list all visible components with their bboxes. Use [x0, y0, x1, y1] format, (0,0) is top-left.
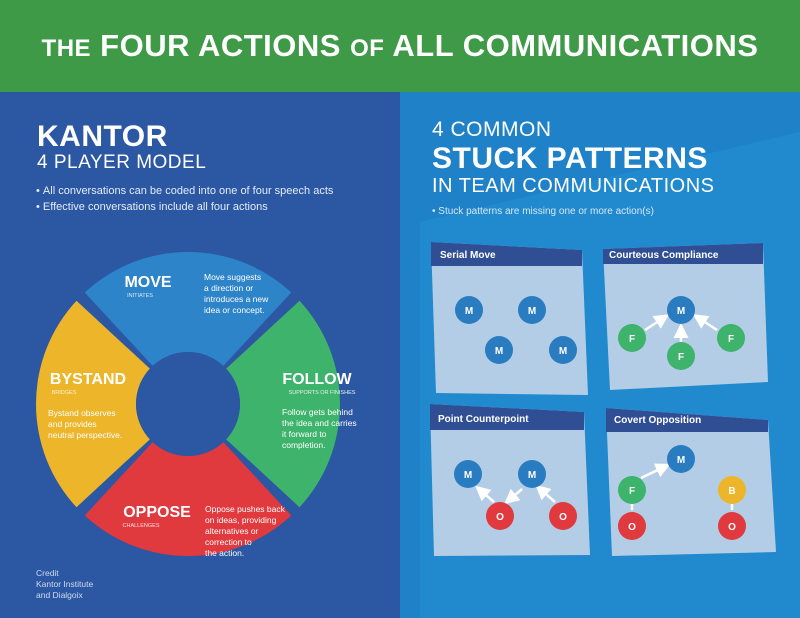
follow-segment — [226, 300, 340, 508]
bystand-sublabel: BRIDGES — [52, 390, 77, 396]
node-bystand: B — [718, 476, 746, 504]
kantor-title: KANTOR — [37, 120, 168, 153]
kantor-bullet-text: All conversations can be coded into one … — [42, 185, 334, 197]
title-four-actions: FOUR ACTIONS — [100, 28, 341, 63]
svg-text:M: M — [495, 346, 503, 357]
node-move: M — [667, 445, 695, 473]
node-move: M — [518, 460, 546, 488]
move-description: Move suggests a direction or introduces … — [204, 272, 271, 315]
node-move: M — [455, 296, 483, 324]
card-header — [606, 408, 768, 432]
card-title: Courteous Compliance — [609, 250, 719, 261]
oppose-sublabel: CHALLENGES — [123, 523, 160, 529]
card-header — [431, 242, 582, 266]
arrow — [692, 314, 718, 332]
move-sublabel: INITIATES — [127, 293, 153, 299]
svg-text:M: M — [528, 306, 536, 317]
kantor-bullet-list: • All conversations can be coded into on… — [36, 183, 333, 215]
svg-text:F: F — [629, 334, 635, 345]
svg-text:B: B — [728, 486, 735, 497]
card-covert-opposition: Covert Opposition M F B O O — [606, 408, 776, 556]
card-title: Point Counterpoint — [438, 414, 529, 425]
oppose-segment — [84, 442, 292, 556]
node-oppose: O — [549, 502, 577, 530]
node-move: M — [485, 336, 513, 364]
node-oppose: O — [718, 512, 746, 540]
card-header — [603, 243, 763, 264]
node-oppose: O — [486, 502, 514, 530]
svg-text:F: F — [678, 352, 684, 363]
wheel-center-hole — [136, 352, 240, 456]
oppose-label: OPPOSE — [123, 504, 191, 521]
node-move: M — [667, 296, 695, 324]
svg-text:F: F — [728, 334, 734, 345]
follow-description: Follow gets behind the idea and carries … — [282, 407, 359, 450]
page-title: THE FOUR ACTIONS OF ALL COMMUNICATIONS — [0, 28, 800, 64]
four-player-wheel: MOVE INITIATES Move suggests a direction… — [36, 251, 359, 558]
stuck-heading-line3: IN TEAM COMMUNICATIONS — [432, 175, 715, 197]
stuck-bullet: • Stuck patterns are missing one or more… — [432, 206, 654, 217]
node-move: M — [454, 460, 482, 488]
svg-text:M: M — [528, 470, 536, 481]
card-serial-move: Serial Move M M M M — [431, 242, 588, 395]
svg-text:F: F — [629, 486, 635, 497]
stuck-bullet-text: Stuck patterns are missing one or more a… — [438, 206, 654, 217]
title-word-the: THE — [41, 35, 92, 62]
arrow — [475, 485, 495, 503]
svg-text:M: M — [677, 455, 685, 466]
arrow — [644, 314, 670, 332]
svg-text:M: M — [464, 470, 472, 481]
follow-label: FOLLOW — [282, 371, 352, 388]
card-courteous-compliance: Courteous Compliance M F F F — [603, 243, 768, 390]
bystand-segment — [36, 300, 150, 508]
kantor-bullet-text: Effective conversations include all four… — [42, 201, 268, 213]
node-follow: F — [717, 324, 745, 352]
stuck-heading-line1: 4 COMMON — [432, 118, 552, 141]
node-move: M — [518, 296, 546, 324]
svg-text:M: M — [677, 306, 685, 317]
node-oppose: O — [618, 512, 646, 540]
svg-text:O: O — [559, 512, 567, 523]
node-follow: F — [618, 476, 646, 504]
credit-text: Credit Kantor Institute and Dialgoix — [36, 568, 94, 600]
card-point-counterpoint: Point Counterpoint M M O O — [430, 404, 590, 556]
svg-text:O: O — [728, 522, 736, 533]
svg-text:O: O — [628, 522, 636, 533]
bystand-label: BYSTAND — [50, 371, 126, 388]
node-move: M — [549, 336, 577, 364]
bystand-description: Bystand observes and provides neutral pe… — [48, 408, 122, 440]
oppose-description: Oppose pushes back on ideas, providing a… — [205, 504, 287, 558]
card-header — [430, 404, 584, 430]
arrow — [535, 484, 556, 503]
title-all-communications: ALL COMMUNICATIONS — [392, 28, 759, 63]
kantor-subtitle: 4 PLAYER MODEL — [37, 152, 207, 173]
kantor-bullet: • Effective conversations include all fo… — [36, 201, 268, 213]
stuck-heading-line2: STUCK PATTERNS — [432, 142, 708, 175]
node-follow: F — [667, 342, 695, 370]
svg-text:M: M — [465, 306, 473, 317]
svg-text:M: M — [559, 346, 567, 357]
card-title: Covert Opposition — [614, 415, 701, 426]
title-banner: THE FOUR ACTIONS OF ALL COMMUNICATIONS — [0, 0, 800, 92]
card-title: Serial Move — [440, 250, 496, 261]
kantor-bullet: • All conversations can be coded into on… — [36, 185, 334, 197]
node-follow: F — [618, 324, 646, 352]
title-word-of: OF — [350, 35, 385, 62]
move-segment — [84, 251, 292, 366]
move-label: MOVE — [124, 274, 171, 291]
svg-text:O: O — [496, 512, 504, 523]
arrow — [504, 488, 523, 505]
card-background — [431, 242, 588, 395]
arrow — [640, 463, 671, 480]
follow-sublabel: SUPPORTS OR FINISHES — [289, 390, 356, 396]
